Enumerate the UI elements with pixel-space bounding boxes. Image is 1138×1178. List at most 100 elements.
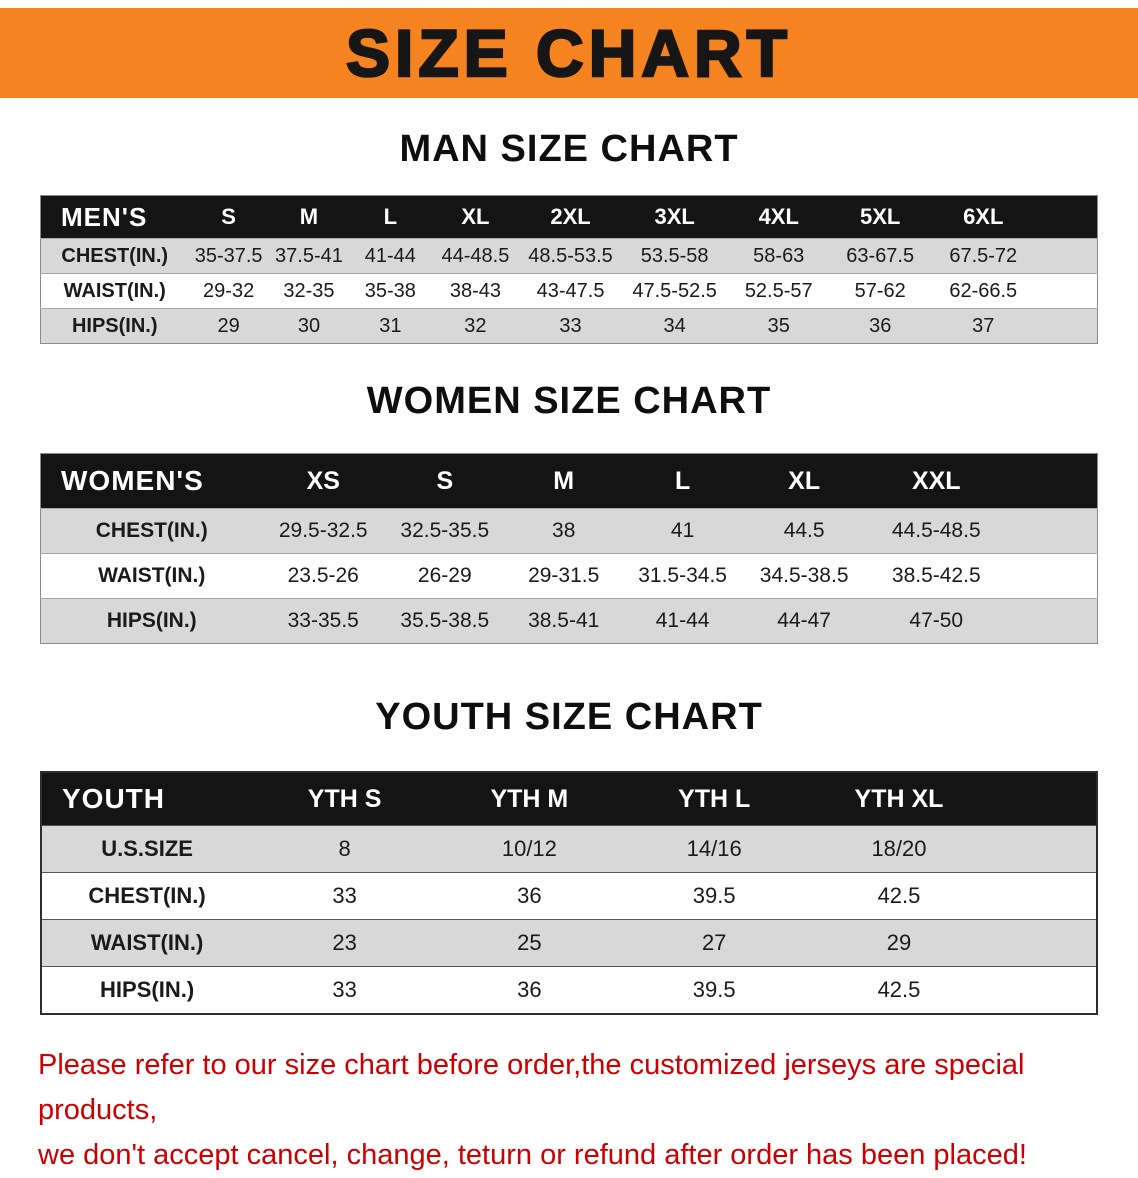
- value-cell: 36: [436, 966, 622, 1014]
- value-cell: 32: [431, 308, 520, 344]
- value-cell: 35-37.5: [188, 238, 269, 274]
- size-header-cell: XL: [743, 453, 865, 509]
- size-header-cell: YTH S: [252, 772, 437, 826]
- filler-cell: [1007, 453, 1098, 509]
- value-cell: 58-63: [727, 238, 830, 274]
- value-cell: 18/20: [806, 825, 992, 873]
- measurement-row: U.S.SIZE 8 10/12 14/16 18/20: [41, 825, 1097, 873]
- value-cell: 48.5-53.5: [519, 238, 622, 274]
- row-label-cell: CHEST(IN.): [41, 872, 253, 920]
- table-title-cell: YOUTH: [41, 772, 253, 826]
- value-cell: 57-62: [830, 273, 931, 309]
- size-header-cell: XXL: [864, 453, 1008, 509]
- size-header-cell: YTH M: [436, 772, 622, 826]
- title-banner: SIZE CHART: [0, 8, 1138, 98]
- value-cell: 38.5-41: [505, 598, 622, 644]
- value-cell: 35: [727, 308, 830, 344]
- table-title-cell: MEN'S: [40, 195, 189, 239]
- value-cell: 8: [252, 825, 437, 873]
- value-cell: 33: [252, 872, 437, 920]
- size-header-cell: L: [621, 453, 744, 509]
- filler-cell: [991, 919, 1097, 967]
- value-cell: 33: [252, 966, 437, 1014]
- measurement-row: HIPS(IN.) 33-35.5 35.5-38.5 38.5-41 41-44 44-…: [40, 598, 1098, 644]
- value-cell: 29: [188, 308, 269, 344]
- filler-cell: [991, 872, 1097, 920]
- measurement-row: WAIST(IN.) 23.5-26 26-29 29-31.5 31.5-34.5 34…: [40, 553, 1098, 599]
- value-cell: 14/16: [621, 825, 807, 873]
- value-cell: 42.5: [806, 966, 992, 1014]
- value-cell: 43-47.5: [519, 273, 622, 309]
- value-cell: 67.5-72: [930, 238, 1037, 274]
- men-table-body: CHEST(IN.) 35-37.5 37.5-41 41-44 44-48.5 48.5…: [40, 238, 1098, 344]
- men-section: MAN SIZE CHART MEN'S S M L XL 2XL 3XL 4XL 5XL 6XL…: [0, 128, 1138, 344]
- size-header-cell: 3XL: [621, 195, 728, 239]
- value-cell: 37.5-41: [268, 238, 350, 274]
- women-table-header: WOMEN'S XS S M L XL XXL: [40, 453, 1098, 509]
- size-header-cell: M: [268, 195, 350, 239]
- youth-section-heading: YOUTH SIZE CHART: [375, 696, 763, 738]
- filler-cell: [991, 772, 1097, 826]
- value-cell: 41: [621, 508, 744, 554]
- value-cell: 41-44: [621, 598, 744, 644]
- measurement-row: CHEST(IN.) 29.5-32.5 32.5-35.5 38 41 44.5 44.5…: [40, 508, 1098, 554]
- value-cell: 33-35.5: [262, 598, 385, 644]
- measurement-row: WAIST(IN.) 23 25 27 29: [41, 919, 1097, 967]
- filler-cell: [991, 966, 1097, 1014]
- value-cell: 39.5: [621, 966, 807, 1014]
- row-label-cell: CHEST(IN.): [40, 508, 263, 554]
- value-cell: 62-66.5: [930, 273, 1037, 309]
- value-cell: 32-35: [268, 273, 350, 309]
- value-cell: 33: [519, 308, 622, 344]
- row-label-cell: HIPS(IN.): [40, 308, 189, 344]
- measurement-row: CHEST(IN.) 33 36 39.5 42.5: [41, 872, 1097, 920]
- size-header-cell: 2XL: [519, 195, 622, 239]
- value-cell: 23: [252, 919, 437, 967]
- value-cell: 34: [621, 308, 728, 344]
- table-title-cell: WOMEN'S: [40, 453, 263, 509]
- men-section-heading: MAN SIZE CHART: [399, 128, 739, 170]
- row-label-cell: HIPS(IN.): [41, 966, 253, 1014]
- value-cell: 42.5: [806, 872, 992, 920]
- size-header-cell: M: [505, 453, 622, 509]
- row-label-cell: WAIST(IN.): [41, 919, 253, 967]
- measurement-row: HIPS(IN.) 29 30 31 32 33 34 35 36 37: [40, 308, 1098, 344]
- value-cell: 27: [621, 919, 807, 967]
- size-header-cell: XL: [431, 195, 520, 239]
- value-cell: 10/12: [436, 825, 622, 873]
- women-section-heading: WOMEN SIZE CHART: [366, 380, 772, 422]
- value-cell: 39.5: [621, 872, 807, 920]
- value-cell: 29-32: [188, 273, 269, 309]
- value-cell: 37: [930, 308, 1037, 344]
- youth-size-table: YOUTH YTH S YTH M YTH L YTH XL U.S.SIZE 8 10/1…: [40, 771, 1098, 1015]
- value-cell: 35-38: [349, 273, 432, 309]
- value-cell: 32.5-35.5: [384, 508, 506, 554]
- size-header-cell: YTH L: [621, 772, 807, 826]
- row-label-cell: WAIST(IN.): [40, 553, 263, 599]
- measurement-row: HIPS(IN.) 33 36 39.5 42.5: [41, 966, 1097, 1014]
- value-cell: 47.5-52.5: [621, 273, 728, 309]
- filler-cell: [1007, 553, 1098, 599]
- row-label-cell: HIPS(IN.): [40, 598, 263, 644]
- women-table-body: CHEST(IN.) 29.5-32.5 32.5-35.5 38 41 44.5 44.5…: [40, 508, 1098, 644]
- filler-cell: [1036, 195, 1098, 239]
- filler-cell: [1007, 508, 1098, 554]
- value-cell: 38.5-42.5: [864, 553, 1008, 599]
- size-header-cell: 6XL: [930, 195, 1037, 239]
- value-cell: 34.5-38.5: [743, 553, 865, 599]
- value-cell: 26-29: [384, 553, 506, 599]
- disclaimer-line-2: we don't accept cancel, change, teturn o…: [38, 1139, 1027, 1171]
- value-cell: 44.5-48.5: [864, 508, 1008, 554]
- women-section: WOMEN SIZE CHART WOMEN'S XS S M L XL XXL CHEST…: [0, 380, 1138, 644]
- value-cell: 25: [436, 919, 622, 967]
- measurement-row: WAIST(IN.) 29-32 32-35 35-38 38-43 43-47.5 47.…: [40, 273, 1098, 309]
- value-cell: 29-31.5: [505, 553, 622, 599]
- filler-cell: [991, 825, 1097, 873]
- value-cell: 38: [505, 508, 622, 554]
- value-cell: 30: [268, 308, 350, 344]
- value-cell: 53.5-58: [621, 238, 728, 274]
- value-cell: 52.5-57: [727, 273, 830, 309]
- row-label-cell: WAIST(IN.): [40, 273, 189, 309]
- row-label-cell: U.S.SIZE: [41, 825, 253, 873]
- size-header-cell: L: [349, 195, 432, 239]
